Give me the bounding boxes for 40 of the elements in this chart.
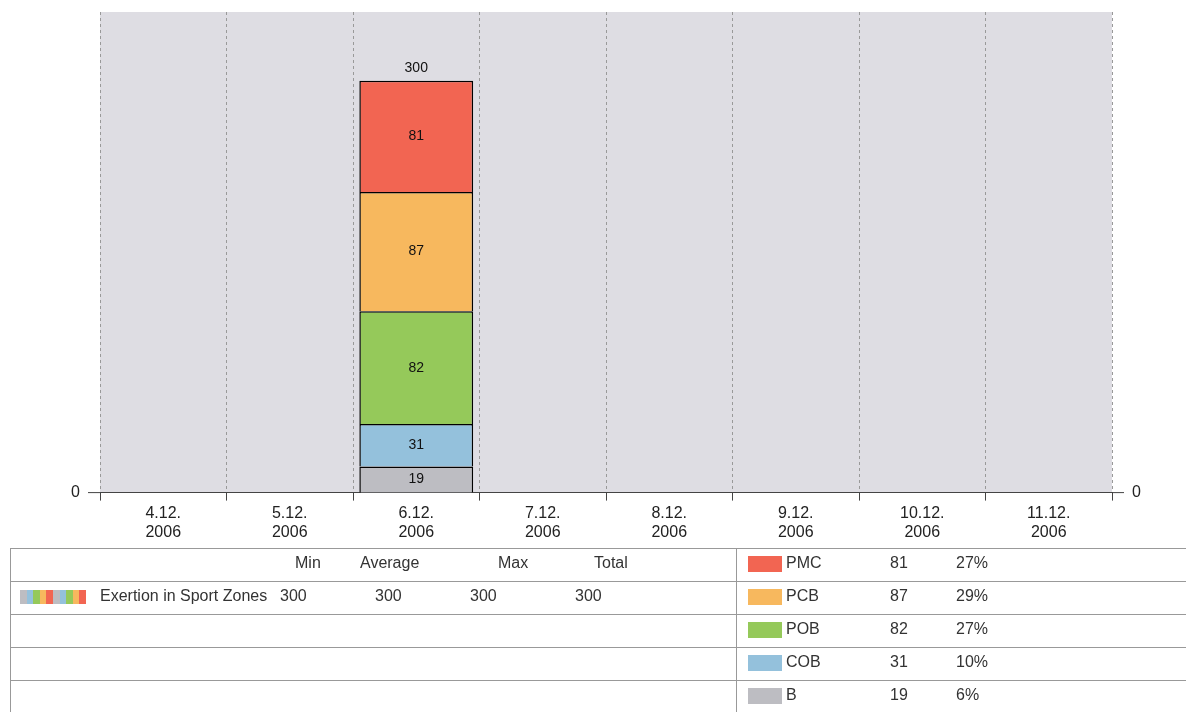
text: Total [594,554,628,572]
x-tick-label: 6.12. 2006 [398,503,435,540]
text: 81 [890,554,908,572]
text: 300 [575,587,602,605]
text: 6% [956,686,980,704]
text: 300 [280,587,307,605]
x-tick-label: 5.12. 2006 [271,503,308,540]
legend-label: POB [786,620,820,638]
text: 87 [890,587,908,605]
text: 27% [956,620,989,638]
text: 300 [375,587,402,605]
text: Max [498,554,529,572]
x-tick-label: 10.12. 2006 [900,503,945,540]
legend-label: PCB [786,587,819,605]
text: Min [295,554,321,572]
text: Average [360,554,420,572]
data-label: 82 [408,358,425,375]
text: 82 [890,620,908,638]
legend-label: B [786,686,797,704]
text: 29% [956,587,989,605]
text: 10% [956,653,989,671]
text: 300 [470,587,497,605]
text: 19 [890,686,908,704]
data-label: 81 [408,127,425,144]
legend-label: COB [786,653,821,671]
text: 0 [1132,483,1141,501]
legend-label: PMC [786,554,822,572]
data-label: 31 [408,436,425,453]
x-tick-label: 7.12. 2006 [524,503,561,540]
x-tick-label: 9.12. 2006 [777,503,814,540]
text: 31 [890,653,908,671]
x-tick-label: 8.12. 2006 [651,503,688,540]
data-label: 87 [408,242,425,259]
data-label: 19 [408,470,425,487]
x-tick-label: 11.12. 2006 [1027,503,1071,540]
text: 27% [956,554,989,572]
text: Exertion in Sport Zones [100,587,268,605]
text: 0 [71,483,81,501]
x-tick-label: 4.12. 2006 [145,503,182,540]
total-label: 300 [404,58,429,75]
